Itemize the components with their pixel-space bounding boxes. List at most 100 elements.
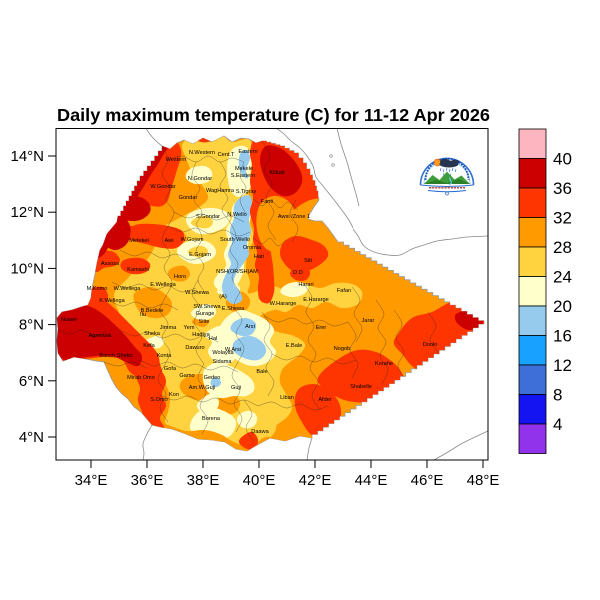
svg-text:W.Gojam: W.Gojam	[180, 237, 203, 243]
svg-text:(A): (A)	[219, 294, 227, 300]
svg-text:Agnewak: Agnewak	[88, 333, 111, 339]
svg-text:Doolo: Doolo	[423, 342, 438, 348]
svg-text:K.Wellega: K.Wellega	[99, 298, 125, 304]
svg-text:42°E: 42°E	[299, 472, 332, 489]
svg-text:6°N: 6°N	[19, 373, 44, 390]
svg-text:Sidama: Sidama	[213, 359, 233, 365]
svg-text:Dawuro: Dawuro	[185, 345, 204, 351]
svg-text:Eastern: Eastern	[238, 149, 257, 155]
svg-text:Awsi /Zone 1: Awsi /Zone 1	[278, 214, 310, 220]
svg-text:Harari: Harari	[298, 282, 313, 288]
svg-text:E.Shewa: E.Shewa	[222, 306, 245, 312]
svg-text:Am.W.Guji: Am.W.Guji	[189, 385, 215, 391]
svg-text:4: 4	[553, 415, 562, 434]
svg-text:Liban: Liban	[280, 395, 294, 401]
svg-text:Korahe: Korahe	[375, 361, 393, 367]
svg-text:Ilu: Ilu	[140, 312, 146, 318]
svg-text:Gofa: Gofa	[164, 366, 177, 372]
svg-text:Shabelle: Shabelle	[350, 384, 372, 390]
svg-text:E.Gojam: E.Gojam	[189, 252, 211, 258]
svg-text:Fanti: Fanti	[261, 199, 273, 205]
svg-text:B.Bedele: B.Bedele	[141, 308, 164, 314]
svg-text:Banch Sheko: Banch Sheko	[99, 353, 132, 359]
svg-text:Siti: Siti	[304, 258, 312, 264]
svg-text:W.Gondar: W.Gondar	[150, 184, 175, 190]
svg-text:Fafan: Fafan	[337, 288, 351, 294]
svg-text:Erer: Erer	[316, 325, 327, 331]
svg-text:12°N: 12°N	[10, 204, 44, 221]
svg-text:Hadiya: Hadiya	[192, 332, 210, 338]
svg-text:W.Arsi: W.Arsi	[225, 347, 241, 353]
svg-text:Metekel: Metekel	[129, 238, 149, 244]
svg-text:N.Wello: N.Wello	[227, 212, 246, 218]
svg-text:4°N: 4°N	[19, 429, 44, 446]
svg-text:SW.Shewa: SW.Shewa	[193, 304, 221, 310]
svg-text:E.Hararge: E.Hararge	[303, 297, 329, 303]
svg-text:20: 20	[553, 297, 572, 316]
svg-text:Assosa: Assosa	[101, 261, 120, 267]
svg-text:46°E: 46°E	[411, 472, 444, 489]
svg-text:38°E: 38°E	[187, 472, 220, 489]
svg-text:Horo: Horo	[174, 274, 186, 280]
svg-text:Kilbati: Kilbati	[269, 170, 284, 176]
svg-text:40°E: 40°E	[243, 472, 276, 489]
svg-text:40: 40	[553, 150, 572, 169]
svg-text:Wolayita: Wolayita	[212, 350, 234, 356]
svg-text:34°E: 34°E	[75, 472, 108, 489]
svg-text:Yem: Yem	[184, 325, 195, 331]
svg-text:Gondar: Gondar	[179, 195, 198, 201]
svg-text:S.Eastern: S.Eastern	[231, 173, 256, 179]
svg-text:32: 32	[553, 209, 572, 228]
svg-text:8°N: 8°N	[19, 317, 44, 334]
svg-text:36°E: 36°E	[131, 472, 164, 489]
svg-text:Bale: Bale	[256, 369, 267, 375]
svg-text:10°N: 10°N	[10, 260, 44, 277]
svg-text:36: 36	[553, 179, 572, 198]
svg-text:N.Western: N.Western	[189, 150, 215, 156]
svg-text:16: 16	[553, 327, 572, 346]
svg-text:14°N: 14°N	[10, 148, 44, 165]
svg-text:E.Bale: E.Bale	[286, 343, 302, 349]
svg-text:Jimma: Jimma	[160, 325, 177, 331]
svg-text:Gedeo: Gedeo	[204, 375, 221, 381]
svg-text:W.Shewa: W.Shewa	[185, 290, 210, 296]
svg-text:Daawa: Daawa	[251, 429, 269, 435]
svg-text:Borena: Borena	[202, 416, 221, 422]
svg-text:Kefa: Kefa	[143, 343, 155, 349]
svg-text:S.Omo: S.Omo	[150, 397, 167, 403]
svg-text:Gamo: Gamo	[179, 373, 194, 379]
svg-text:48°E: 48°E	[467, 472, 500, 489]
svg-text:E.Wellega: E.Wellega	[150, 282, 176, 288]
svg-text:Western: Western	[166, 157, 187, 163]
svg-text:Awi: Awi	[165, 238, 174, 244]
svg-text:S.Tigray: S.Tigray	[236, 189, 257, 195]
svg-text:Oromia: Oromia	[243, 245, 262, 251]
svg-text:Nogob: Nogob	[334, 346, 350, 352]
svg-text:12: 12	[553, 356, 572, 375]
svg-text:28: 28	[553, 238, 572, 257]
svg-text:Kon: Kon	[169, 392, 179, 398]
svg-text:Konta: Konta	[157, 353, 173, 359]
svg-text:Sheka: Sheka	[144, 331, 161, 337]
svg-text:Kamashi: Kamashi	[127, 267, 149, 273]
svg-text:Nuwer: Nuwer	[61, 317, 77, 323]
svg-text:W.Wellega: W.Wellega	[114, 286, 142, 292]
svg-text:South Wello: South Wello	[220, 237, 250, 243]
svg-text:D.D: D.D	[293, 270, 303, 276]
svg-text:44°E: 44°E	[355, 472, 388, 489]
svg-text:WagHamra: WagHamra	[206, 188, 235, 194]
svg-text:24: 24	[553, 268, 572, 287]
svg-text:Arsi: Arsi	[245, 324, 255, 330]
svg-text:Hari: Hari	[254, 254, 264, 260]
svg-text:Gurage: Gurage	[196, 311, 215, 317]
svg-text:Mirab Omo: Mirab Omo	[127, 375, 155, 381]
svg-text:Afder: Afder	[318, 397, 332, 403]
svg-text:Guji: Guji	[231, 385, 241, 391]
svg-text:8: 8	[553, 386, 562, 405]
svg-text:NSH(OR/SH)AM: NSH(OR/SH)AM	[216, 269, 258, 275]
svg-text:Jarar: Jarar	[362, 318, 375, 324]
svg-text:W.Hararge: W.Hararge	[270, 301, 297, 307]
svg-text:Daily maximum temperature (C): Daily maximum temperature (C) for 11-12 …	[57, 105, 490, 125]
svg-text:Hal: Hal	[209, 336, 217, 342]
svg-text:N.Gondar: N.Gondar	[188, 176, 212, 182]
